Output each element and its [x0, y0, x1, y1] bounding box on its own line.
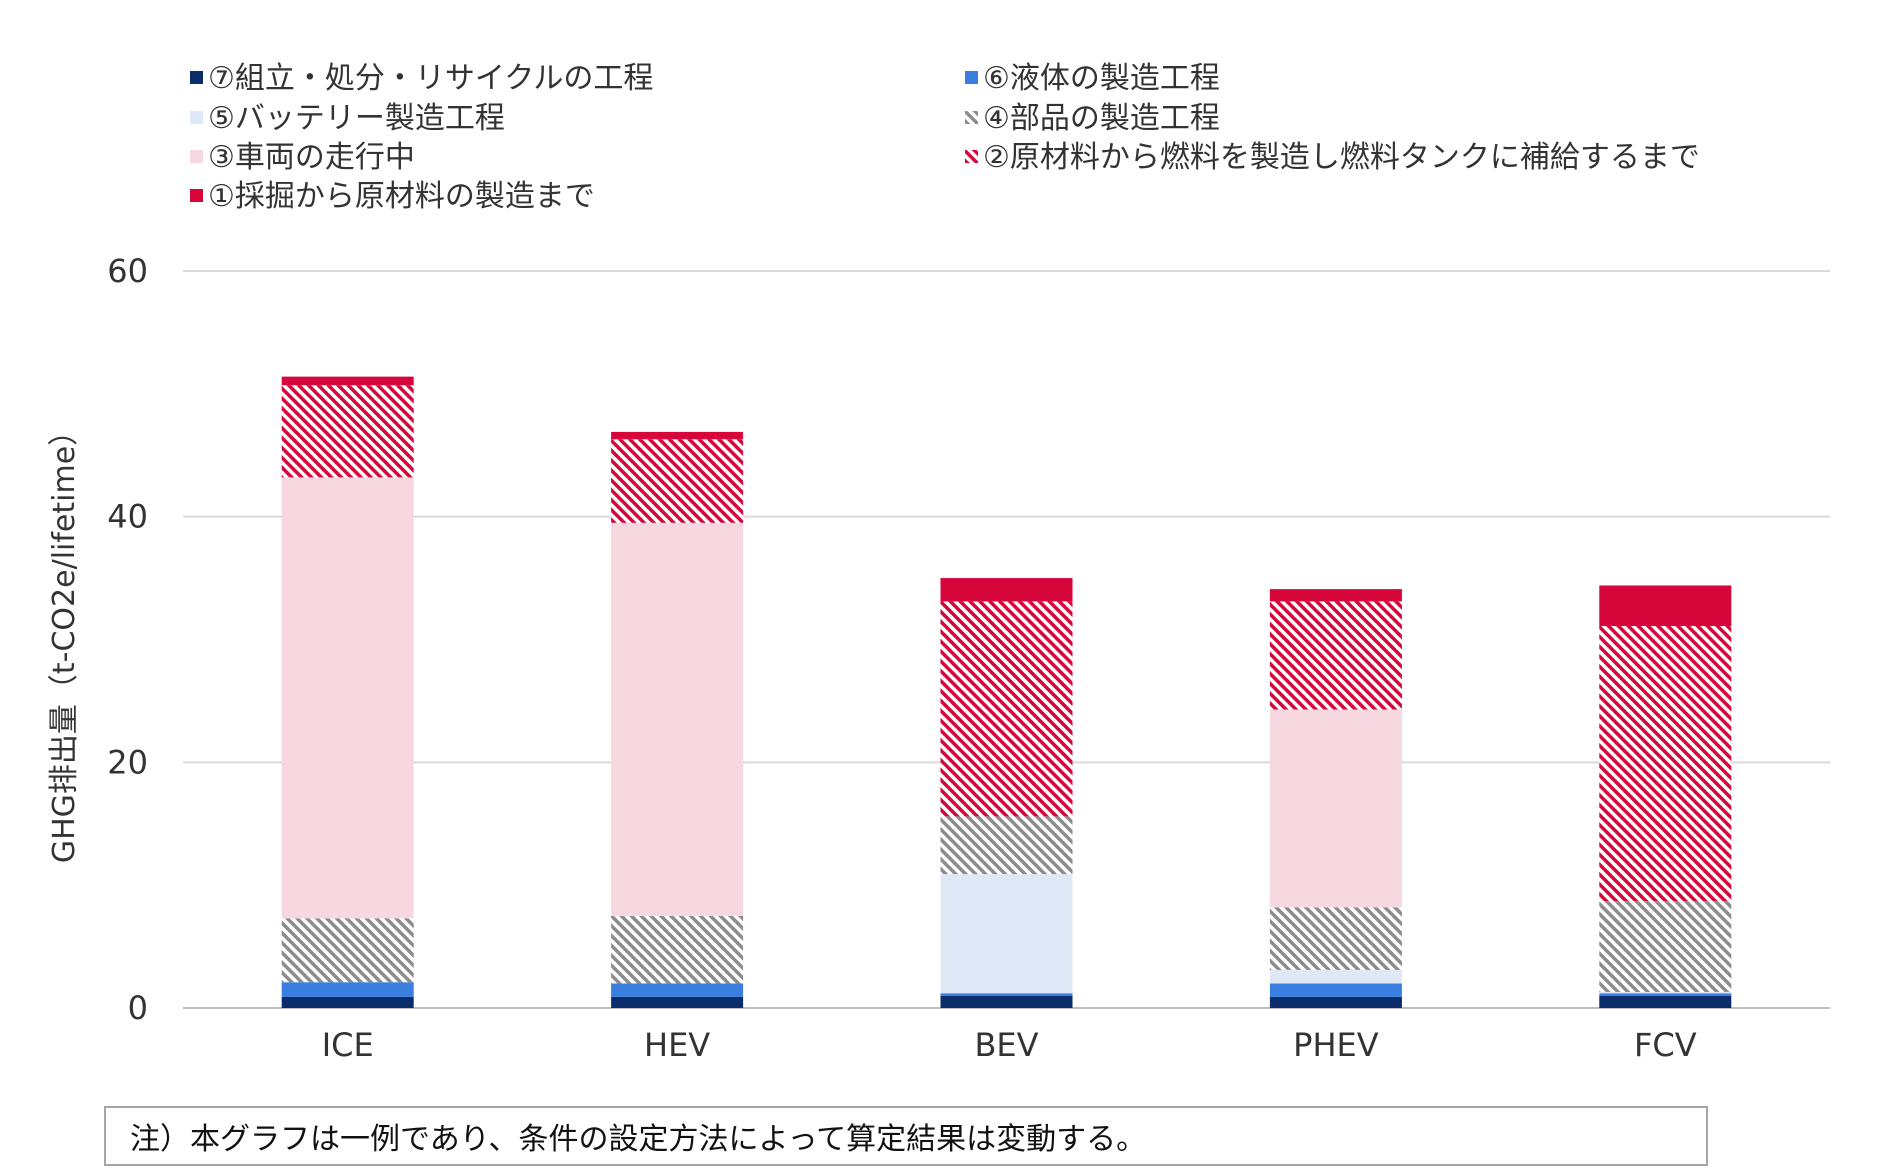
note-text: 注）本グラフは一例であり、条件の設定方法によって算定結果は変動する。	[130, 1122, 1147, 1157]
x-tick-label: PHEV	[1293, 1026, 1379, 1064]
bar-segment-hev-s5	[611, 522, 744, 916]
bar-segment-ice-s6	[281, 385, 414, 478]
bar-segment-phev-s4	[1269, 907, 1402, 970]
legend-label: ⑤バッテリー製造工程	[208, 101, 505, 136]
bar-segment-phev-s7	[1269, 589, 1402, 602]
bar-segment-fcv-s2	[1599, 993, 1732, 996]
bar-segment-ice-s1	[281, 996, 414, 1008]
note-box: 注）本グラフは一例であり、条件の設定方法によって算定結果は変動する。	[104, 1106, 1708, 1166]
legend-label: ②原材料から燃料を製造し燃料タンクに補給するまで	[983, 140, 1700, 175]
legend-swatch	[965, 71, 978, 84]
bar-segment-phev-s3	[1269, 969, 1402, 984]
bar-segment-phev-s2	[1269, 983, 1402, 997]
bar-segment-bev-s7	[940, 578, 1073, 602]
bar-segment-hev-s6	[611, 439, 744, 523]
bar-segment-bev-s1	[940, 995, 1073, 1008]
bar-segment-ice-s5	[281, 477, 414, 919]
bar-segment-ice-s7	[281, 376, 414, 386]
x-tick-label: HEV	[644, 1026, 710, 1064]
y-axis-label: GHG排出量（t-CO2e/lifetime）	[47, 416, 82, 863]
bar-segment-hev-s2	[611, 983, 744, 997]
x-tick-label: ICE	[322, 1026, 374, 1064]
bar-segment-fcv-s7	[1599, 585, 1732, 626]
bar-segment-fcv-s6	[1599, 625, 1732, 902]
bar-segment-hev-s4	[611, 915, 744, 984]
bar-segment-phev-s1	[1269, 996, 1402, 1008]
bar-segment-bev-s4	[940, 816, 1073, 875]
bar-segment-phev-s6	[1269, 601, 1402, 710]
legend-label: ⑦組立・処分・リサイクルの工程	[208, 61, 653, 96]
bar-segment-ice-s4	[281, 918, 414, 983]
y-tick-label: 20	[107, 743, 148, 781]
legend-label: ①採掘から原材料の製造まで	[208, 179, 595, 214]
legend-swatch	[190, 189, 203, 202]
y-tick-label: 60	[107, 252, 148, 290]
legend-label: ③車両の走行中	[208, 140, 415, 175]
bar-segment-fcv-s4	[1599, 901, 1732, 993]
bar-segment-bev-s2	[940, 993, 1073, 996]
legend-swatch	[190, 111, 203, 124]
legend-swatch	[965, 111, 978, 124]
legend-label: ⑥液体の製造工程	[983, 61, 1220, 96]
bar-segment-fcv-s1	[1599, 995, 1732, 1008]
y-tick-label: 40	[107, 498, 148, 536]
x-tick-label: FCV	[1634, 1026, 1697, 1064]
legend-swatch	[190, 71, 203, 84]
legend-swatch	[190, 150, 203, 163]
bar-segment-bev-s6	[940, 601, 1073, 817]
bar-segment-bev-s3	[940, 874, 1073, 994]
bar-segment-fcv-s3	[1599, 992, 1732, 994]
x-tick-label: BEV	[974, 1026, 1038, 1064]
bar-segment-phev-s5	[1269, 709, 1402, 908]
bar-segment-hev-s1	[611, 996, 744, 1008]
y-tick-label: 0	[128, 989, 148, 1027]
legend-swatch	[965, 150, 978, 163]
bar-segment-ice-s2	[281, 982, 414, 997]
bar-segment-hev-s7	[611, 431, 744, 440]
legend-label: ④部品の製造工程	[983, 101, 1220, 136]
